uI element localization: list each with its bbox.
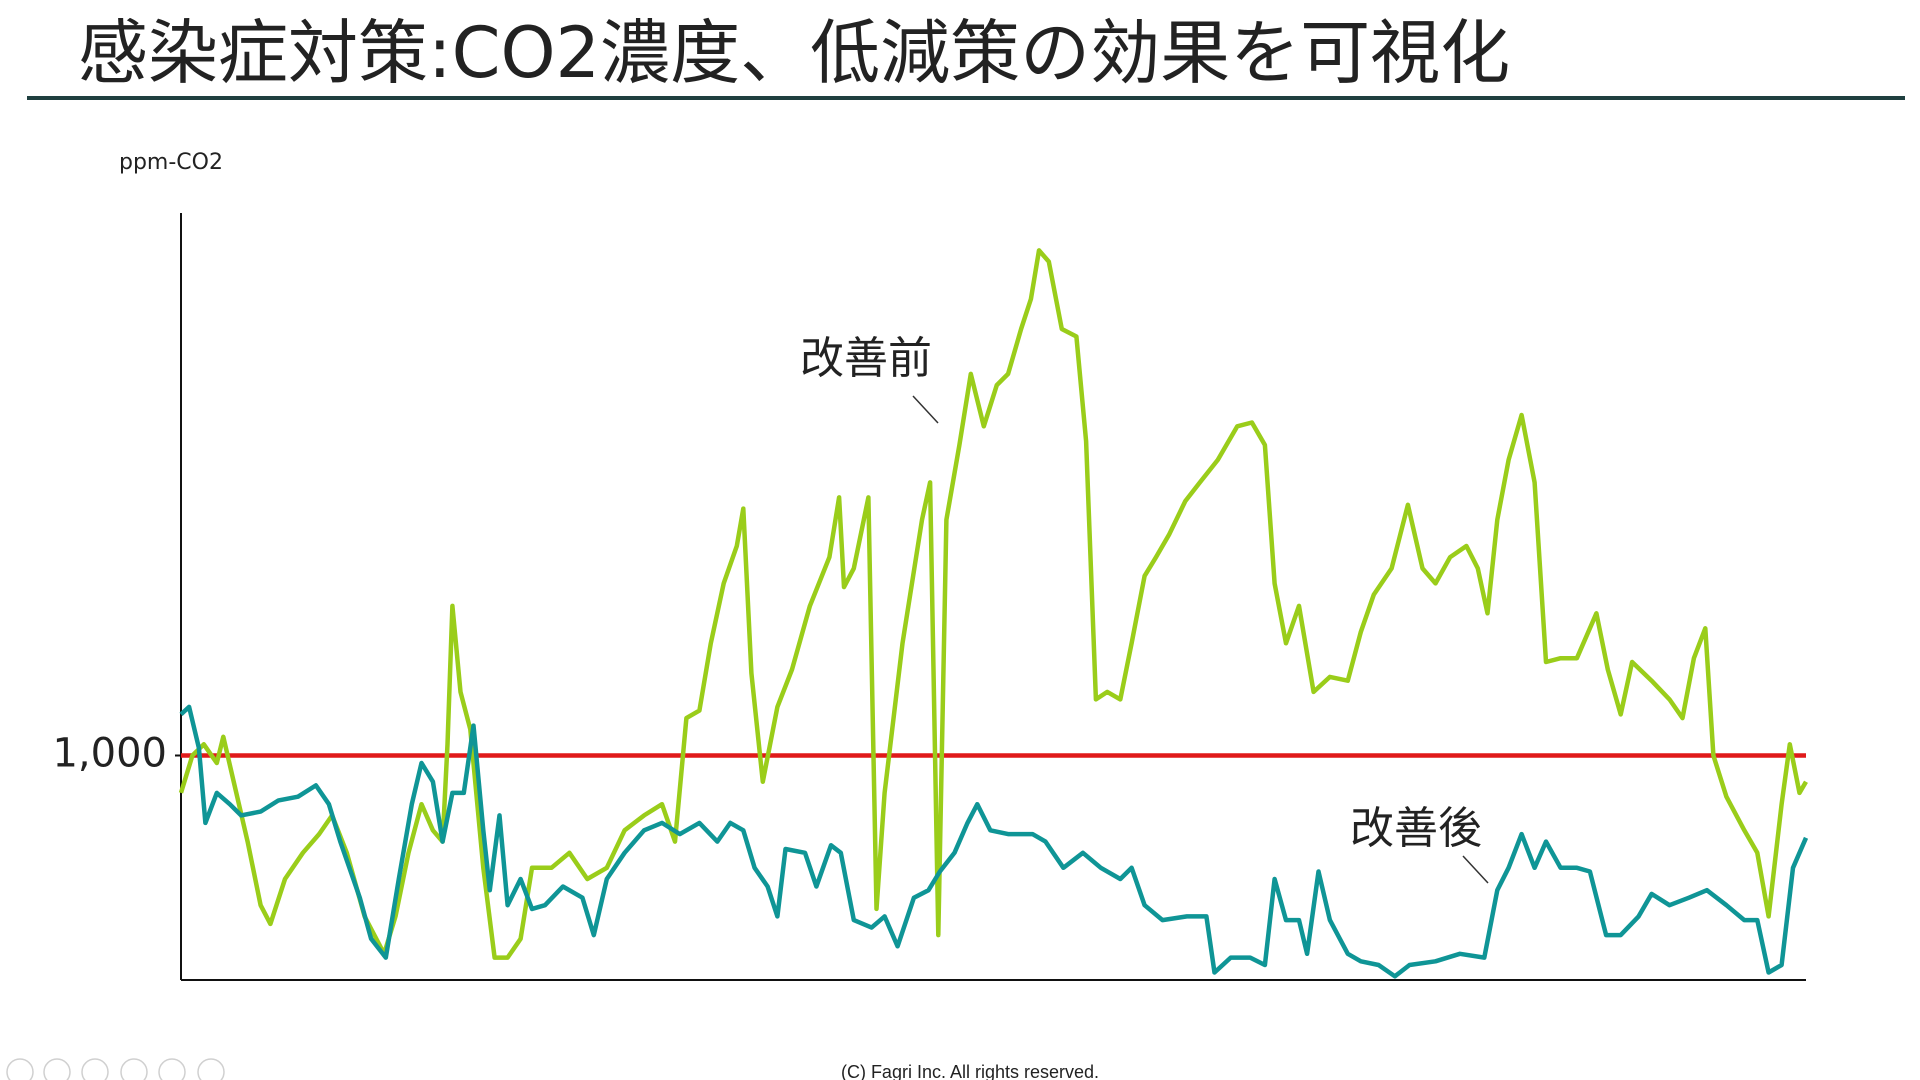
series-line [178, 248, 1808, 960]
nav-next[interactable] [43, 1058, 71, 1080]
slide-title: 感染症対策:CO2濃度、低減策の効果を可視化 [78, 12, 1510, 94]
nav-pen[interactable] [81, 1058, 109, 1080]
nav-zoom[interactable] [158, 1058, 186, 1080]
label-leader [912, 395, 939, 424]
nav-slides[interactable] [120, 1058, 148, 1080]
series-line [179, 704, 1809, 979]
label-leader [1462, 855, 1489, 884]
nav-more[interactable] [197, 1058, 225, 1080]
series-label: 改善前 [800, 333, 932, 384]
series-label: 改善後 [1350, 803, 1482, 854]
y-axis-label: ppm-CO2 [119, 150, 223, 175]
nav-prev[interactable] [6, 1058, 34, 1080]
footer: (C) Fagri Inc. All rights reserved. [841, 1062, 1099, 1080]
y-tick-label: 1,000 [52, 731, 167, 777]
nav-icons [6, 1058, 225, 1080]
